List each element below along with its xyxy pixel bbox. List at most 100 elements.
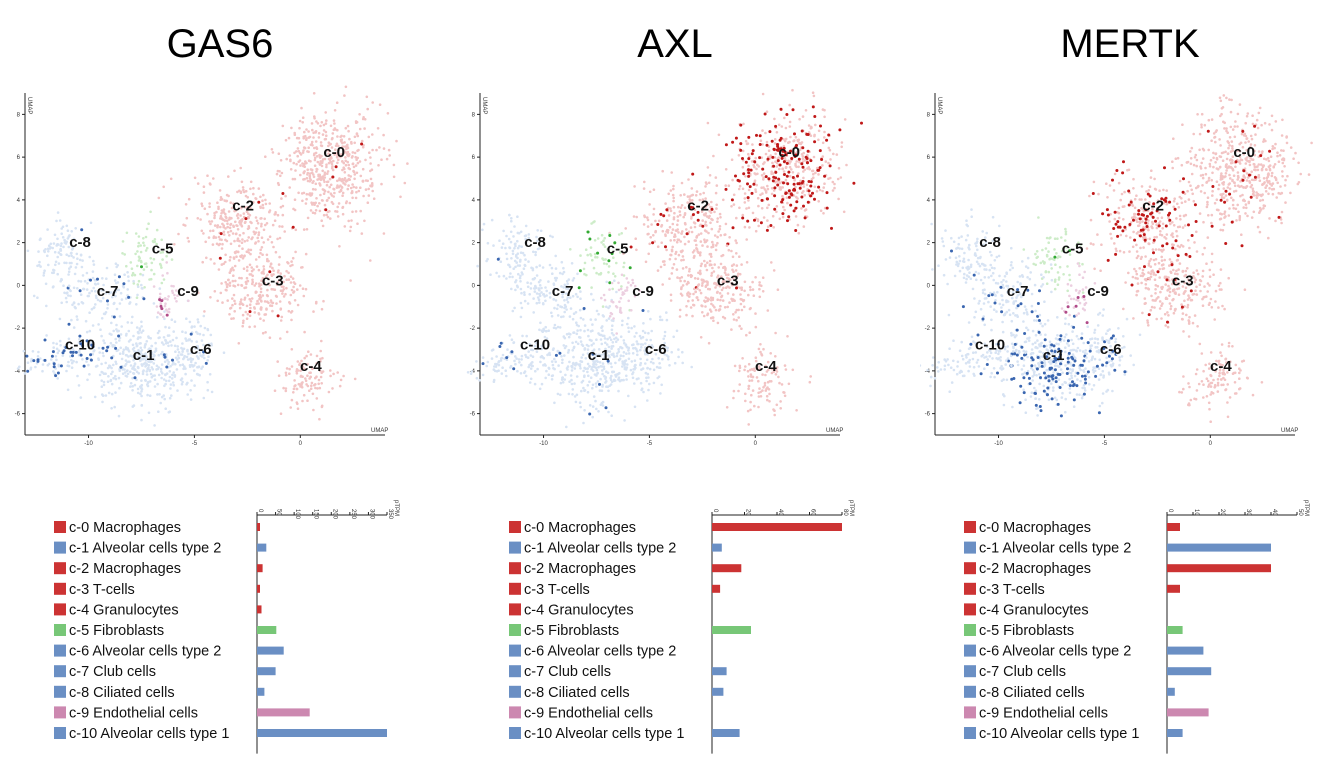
cell-point [724, 280, 727, 283]
cell-point [234, 279, 237, 283]
legend-swatch [54, 727, 66, 739]
cell-point [553, 401, 556, 405]
cell-point [132, 346, 136, 350]
y-tick-label: 0 [472, 283, 476, 289]
cell-point [125, 354, 128, 357]
cell-point [677, 205, 680, 209]
cell-point-expressed [776, 183, 780, 187]
cell-point [118, 302, 122, 305]
cell-point-expressed [781, 198, 785, 202]
cell-point-expressed [554, 353, 558, 357]
cell-point [587, 374, 590, 378]
cell-point [647, 388, 650, 392]
cell-point [182, 357, 185, 361]
cell-point [153, 378, 157, 382]
cell-point [1286, 174, 1289, 178]
cell-point [132, 279, 135, 283]
cell-point [114, 337, 117, 341]
cell-point-expressed [596, 251, 600, 255]
cell-point [1247, 201, 1251, 205]
cell-point [229, 201, 232, 204]
cell-point [679, 240, 682, 243]
cell-point [265, 253, 269, 257]
cell-point [63, 291, 66, 295]
cell-point [176, 294, 179, 297]
cell-point [362, 116, 365, 119]
cell-point [118, 352, 122, 356]
cell-point [562, 290, 565, 293]
cell-point [135, 296, 139, 299]
cell-point [1282, 149, 1285, 152]
cell-point [79, 254, 83, 257]
cell-point [505, 234, 508, 238]
cell-point [380, 158, 383, 161]
cell-point [1249, 156, 1252, 160]
cell-point [1285, 141, 1289, 145]
cell-point [261, 253, 264, 256]
cell-point [1229, 177, 1232, 180]
cell-point [213, 290, 217, 293]
cell-point [640, 346, 643, 349]
cell-point [563, 303, 567, 307]
cell-point [1241, 193, 1244, 197]
cell-point [590, 343, 593, 347]
y-tick-label: -6 [15, 412, 21, 418]
cell-point [252, 192, 255, 196]
cell-point [1297, 161, 1300, 165]
cell-point [1246, 176, 1250, 179]
cell-point [260, 279, 263, 282]
cell-point [334, 128, 337, 131]
cell-point [670, 272, 674, 275]
cell-point [282, 285, 285, 289]
cell-point [801, 160, 805, 163]
cell-point [535, 341, 538, 345]
cell-point [162, 343, 165, 346]
cell-point-expressed [800, 129, 804, 133]
cell-point [602, 262, 606, 265]
cell-point [320, 219, 324, 222]
cell-point [187, 338, 191, 341]
cell-point [1252, 149, 1256, 152]
cell-point [293, 133, 297, 136]
cell-point [697, 233, 701, 236]
cell-point [593, 356, 596, 360]
cell-point [657, 366, 661, 370]
cell-point [571, 349, 574, 352]
cell-point [273, 389, 277, 393]
cell-point [761, 92, 765, 96]
cell-point [285, 330, 289, 334]
cell-point [602, 352, 605, 356]
cell-point [494, 365, 498, 368]
bar [257, 605, 262, 614]
cell-point [225, 239, 229, 243]
cell-point [99, 299, 103, 303]
cell-point [737, 187, 741, 191]
x-tick-label: -10 [539, 441, 548, 447]
cell-point [620, 232, 623, 235]
cell-point [79, 396, 83, 399]
cluster-label: c-0 [778, 144, 800, 161]
cell-point-expressed [806, 200, 810, 204]
cell-point [224, 281, 227, 284]
cell-point [718, 212, 722, 216]
cell-point [170, 344, 173, 347]
bar [257, 523, 260, 531]
cell-point [343, 94, 346, 97]
cell-point [1186, 160, 1190, 164]
cell-point [149, 210, 152, 214]
cell-point [257, 255, 261, 259]
cell-point [833, 182, 836, 186]
cell-point [732, 270, 735, 273]
cell-point [279, 308, 283, 311]
cell-point [369, 156, 372, 159]
cell-point [768, 380, 772, 383]
cell-point [627, 281, 630, 284]
cell-point [580, 389, 583, 393]
cell-point [602, 293, 606, 297]
cell-point [261, 294, 265, 297]
cell-point [97, 323, 100, 326]
cell-point [317, 363, 321, 367]
cell-point [327, 157, 331, 161]
cell-point [758, 295, 762, 299]
cell-point [183, 354, 186, 358]
